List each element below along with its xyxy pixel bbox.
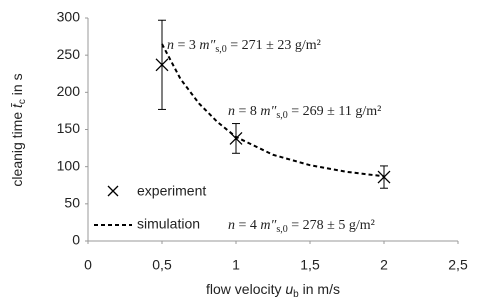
x-tick-label: 1 bbox=[232, 257, 240, 273]
legend-label: experiment bbox=[137, 183, 206, 199]
y-tick-label: 50 bbox=[64, 195, 80, 211]
annotation-part: m″ bbox=[260, 104, 276, 119]
simulation-line bbox=[161, 43, 385, 178]
y-tick-label: 100 bbox=[57, 157, 81, 173]
y-tick-label: 150 bbox=[57, 120, 81, 136]
annotation: n = 8 m″s,0 = 269 ± 11 g/m² bbox=[228, 104, 381, 121]
x-tick-label: 0,5 bbox=[152, 257, 172, 273]
y-tick-label: 300 bbox=[57, 9, 81, 25]
annotation-part: n bbox=[228, 218, 235, 233]
x-tick-label: 2,5 bbox=[448, 257, 468, 273]
y-label-part: cleanig time bbox=[9, 108, 25, 187]
annotation-part: s,0 bbox=[276, 224, 287, 235]
x-label-part: flow velocity bbox=[206, 281, 285, 297]
x-tick-label: 1,5 bbox=[300, 257, 320, 273]
annotation-part: = 4 bbox=[235, 218, 260, 233]
x-label-part: b bbox=[293, 289, 299, 300]
y-tick-label: 250 bbox=[57, 46, 81, 62]
annotation-part: = 278 ± 5 g/m² bbox=[288, 218, 375, 233]
annotation-part: n bbox=[228, 104, 235, 119]
annotation-part: m″ bbox=[199, 38, 215, 53]
annotation-part: s,0 bbox=[276, 110, 287, 121]
annotation-part: n bbox=[167, 38, 174, 53]
marker bbox=[377, 170, 391, 184]
x-label-part: in m/s bbox=[299, 281, 340, 297]
y-axis-label: cleanig time t̄c in s bbox=[9, 73, 28, 186]
annotation-part: m″ bbox=[260, 218, 276, 233]
annotation-part: = 269 ± 11 g/m² bbox=[288, 104, 382, 119]
annotation: n = 4 m″s,0 = 278 ± 5 g/m² bbox=[228, 218, 375, 235]
annotation-part: s,0 bbox=[215, 44, 226, 55]
legend-marker bbox=[107, 185, 119, 197]
y-label-part: c bbox=[17, 99, 28, 104]
y-label-part: t̄ bbox=[9, 103, 25, 108]
y-tick-label: 0 bbox=[72, 232, 80, 248]
x-tick-label: 0 bbox=[84, 257, 92, 273]
x-label-part: u bbox=[285, 281, 293, 297]
annotation-part: = 271 ± 23 g/m² bbox=[227, 38, 321, 53]
marker bbox=[155, 58, 169, 72]
y-tick-label: 200 bbox=[57, 83, 81, 99]
annotation-part: = 8 bbox=[235, 104, 260, 119]
x-tick-label: 2 bbox=[380, 257, 388, 273]
legend-label: simulation bbox=[137, 216, 200, 232]
y-label-part: in s bbox=[9, 73, 25, 99]
annotation: n = 3 m″s,0 = 271 ± 23 g/m² bbox=[167, 38, 321, 55]
annotation-part: = 3 bbox=[174, 38, 199, 53]
x-axis-label: flow velocity ub in m/s bbox=[206, 281, 340, 300]
